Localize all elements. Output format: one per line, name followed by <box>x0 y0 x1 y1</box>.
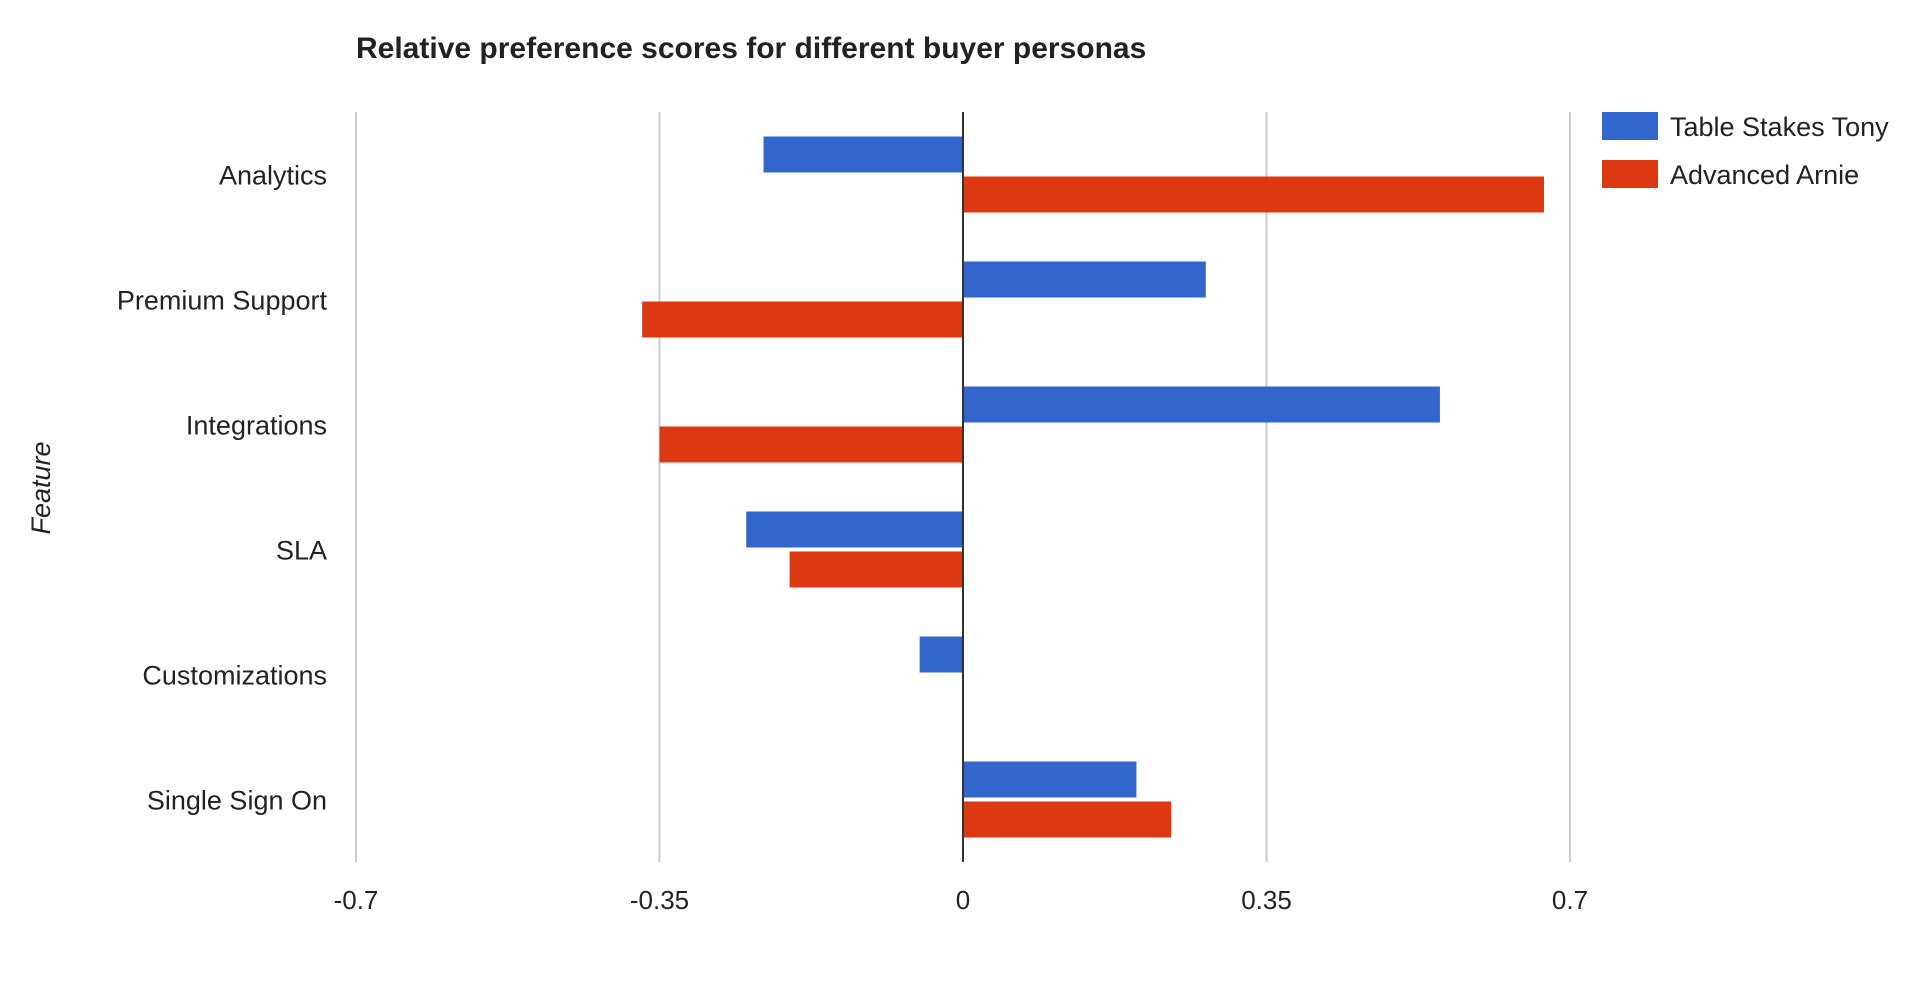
legend-swatch <box>1602 112 1658 140</box>
category-label: Customizations <box>142 661 327 691</box>
bar <box>963 761 1137 798</box>
bar <box>763 136 963 173</box>
category-label: SLA <box>276 536 327 566</box>
x-tick-labels: -0.7 -0.35 0 0.35 0.7 <box>334 885 1588 915</box>
category-label: Integrations <box>186 411 327 441</box>
bars <box>642 136 1544 838</box>
legend-label: Advanced Arnie <box>1670 160 1859 190</box>
x-tick-label: 0 <box>956 885 970 915</box>
bar <box>642 301 963 338</box>
x-tick-label: -0.7 <box>334 885 379 915</box>
legend-swatch <box>1602 160 1658 188</box>
bar <box>963 386 1440 423</box>
gridlines <box>355 112 1571 862</box>
bar <box>746 511 963 548</box>
legend: Table Stakes Tony Advanced Arnie <box>1602 112 1889 190</box>
bar <box>789 551 963 588</box>
bar <box>919 636 963 673</box>
category-label: Premium Support <box>117 286 328 316</box>
x-tick-label: -0.35 <box>630 885 689 915</box>
chart-title: Relative preference scores for different… <box>356 32 1146 65</box>
x-tick-label: 0.35 <box>1241 885 1292 915</box>
category-label: Analytics <box>219 161 327 191</box>
legend-label: Table Stakes Tony <box>1670 112 1889 142</box>
bar <box>659 426 963 463</box>
category-label: Single Sign On <box>147 786 327 816</box>
category-labels: Analytics Premium Support Integrations SLA C… <box>117 161 328 816</box>
y-axis-title: Feature <box>26 441 56 534</box>
bar <box>963 261 1206 298</box>
bar <box>963 176 1544 213</box>
x-tick-label: 0.7 <box>1552 885 1588 915</box>
bar <box>963 801 1172 838</box>
